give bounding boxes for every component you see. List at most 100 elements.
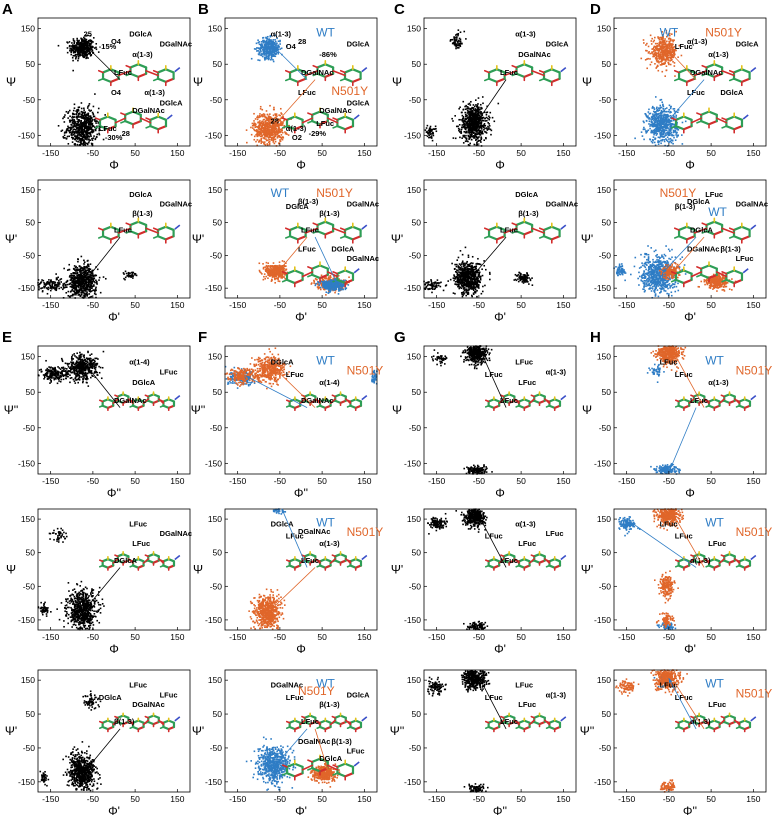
scatter-point <box>80 133 83 135</box>
annotation-text: DGalNAc <box>160 40 193 49</box>
scatter-point <box>264 126 267 129</box>
scatter-point <box>76 118 78 120</box>
scatter-point <box>426 124 429 127</box>
scatter-point <box>466 117 469 120</box>
scatter-point <box>651 105 654 108</box>
scatter-point <box>488 125 491 127</box>
scatter-point <box>259 113 261 115</box>
scatter-point <box>82 271 85 274</box>
scatter-point <box>80 129 83 132</box>
scatter-point <box>656 133 659 135</box>
scatter-point <box>98 132 100 135</box>
scatter-point <box>80 266 83 269</box>
scatter-point <box>258 48 261 50</box>
scatter-point <box>652 115 655 118</box>
scatter-point <box>428 134 430 137</box>
scatter-point <box>480 137 483 140</box>
scatter-point <box>88 140 90 142</box>
scatter-point <box>88 50 90 53</box>
scatter-point <box>92 289 95 291</box>
scatter-point <box>268 57 270 60</box>
scatter-point <box>675 116 677 118</box>
scatter-point <box>84 52 87 55</box>
scatter-point <box>666 126 668 129</box>
scatter-point <box>675 114 678 117</box>
scatter-point <box>669 48 671 50</box>
scatter-point <box>260 138 263 141</box>
scatter-point <box>85 120 88 122</box>
scatter-point <box>272 139 275 142</box>
scatter-point <box>77 294 80 296</box>
scatter-point <box>83 275 86 278</box>
scatter-point <box>83 259 85 262</box>
annotation-text: DGalNAc <box>690 68 723 77</box>
scatter-point <box>253 120 255 122</box>
scatter-point <box>254 124 257 127</box>
scatter-point <box>129 272 131 274</box>
scatter-point <box>74 138 77 141</box>
annotation-text: DGalNAc <box>301 68 334 77</box>
scatter-point <box>280 138 283 140</box>
scatter-point <box>78 139 81 141</box>
y-tick-label: 150 <box>597 24 611 34</box>
scatter-point <box>270 127 273 129</box>
scatter-point <box>277 128 279 130</box>
scatter-point <box>95 48 98 51</box>
scatter-point <box>260 54 263 57</box>
scatter-point <box>74 51 77 54</box>
scatter-point <box>673 136 675 139</box>
annotation-text: α(1-3) <box>286 124 307 133</box>
scatter-point <box>280 134 283 136</box>
molecule-structure <box>281 107 360 134</box>
scatter-point <box>281 131 284 134</box>
scatter-point <box>473 121 475 124</box>
scatter-point <box>69 115 71 118</box>
scatter-point <box>469 110 471 113</box>
scatter-point <box>669 137 672 140</box>
scatter-point <box>272 137 275 140</box>
scatter-point <box>277 125 279 128</box>
scatter-point <box>258 115 261 117</box>
scatter-point <box>452 120 454 122</box>
scatter-point <box>483 124 486 127</box>
scatter-point <box>269 113 271 115</box>
scatter-point <box>272 118 274 121</box>
scatter-point <box>489 128 492 131</box>
scatter-point <box>256 135 259 137</box>
scatter-point <box>64 284 67 286</box>
scatter-point <box>266 50 268 53</box>
scatter-point <box>654 42 657 45</box>
scatter-point <box>459 42 462 45</box>
scatter-point <box>488 118 491 121</box>
scatter-point <box>657 136 660 139</box>
scatter-point <box>95 136 98 138</box>
substituent-bond <box>94 125 101 129</box>
scatter-point <box>84 124 87 127</box>
scatter-point <box>491 116 494 119</box>
annotation-text: O4 <box>286 42 297 51</box>
scatter-point <box>265 117 268 120</box>
scatter-point <box>484 120 487 122</box>
scatter-point <box>645 113 647 116</box>
scatter-point <box>673 124 676 126</box>
scatter-point <box>265 58 267 60</box>
scatter-point <box>668 45 671 48</box>
scatter-point <box>262 115 265 117</box>
scatter-point <box>72 125 75 127</box>
scatter-point <box>454 137 457 140</box>
scatter-point <box>261 120 264 123</box>
scatter-point <box>68 268 70 271</box>
scatter-point <box>135 274 138 277</box>
scatter-point <box>89 139 92 142</box>
scatter-point <box>70 53 73 56</box>
scatter-point <box>269 104 271 107</box>
scatter-point <box>74 121 77 123</box>
scatter-point <box>91 120 93 122</box>
scatter-point <box>473 116 476 118</box>
scatter-point <box>265 116 267 119</box>
scatter-point <box>76 134 79 137</box>
scatter-point <box>268 128 270 130</box>
scatter-point <box>464 118 467 121</box>
scatter-point <box>669 114 672 117</box>
scatter-point <box>672 142 674 145</box>
